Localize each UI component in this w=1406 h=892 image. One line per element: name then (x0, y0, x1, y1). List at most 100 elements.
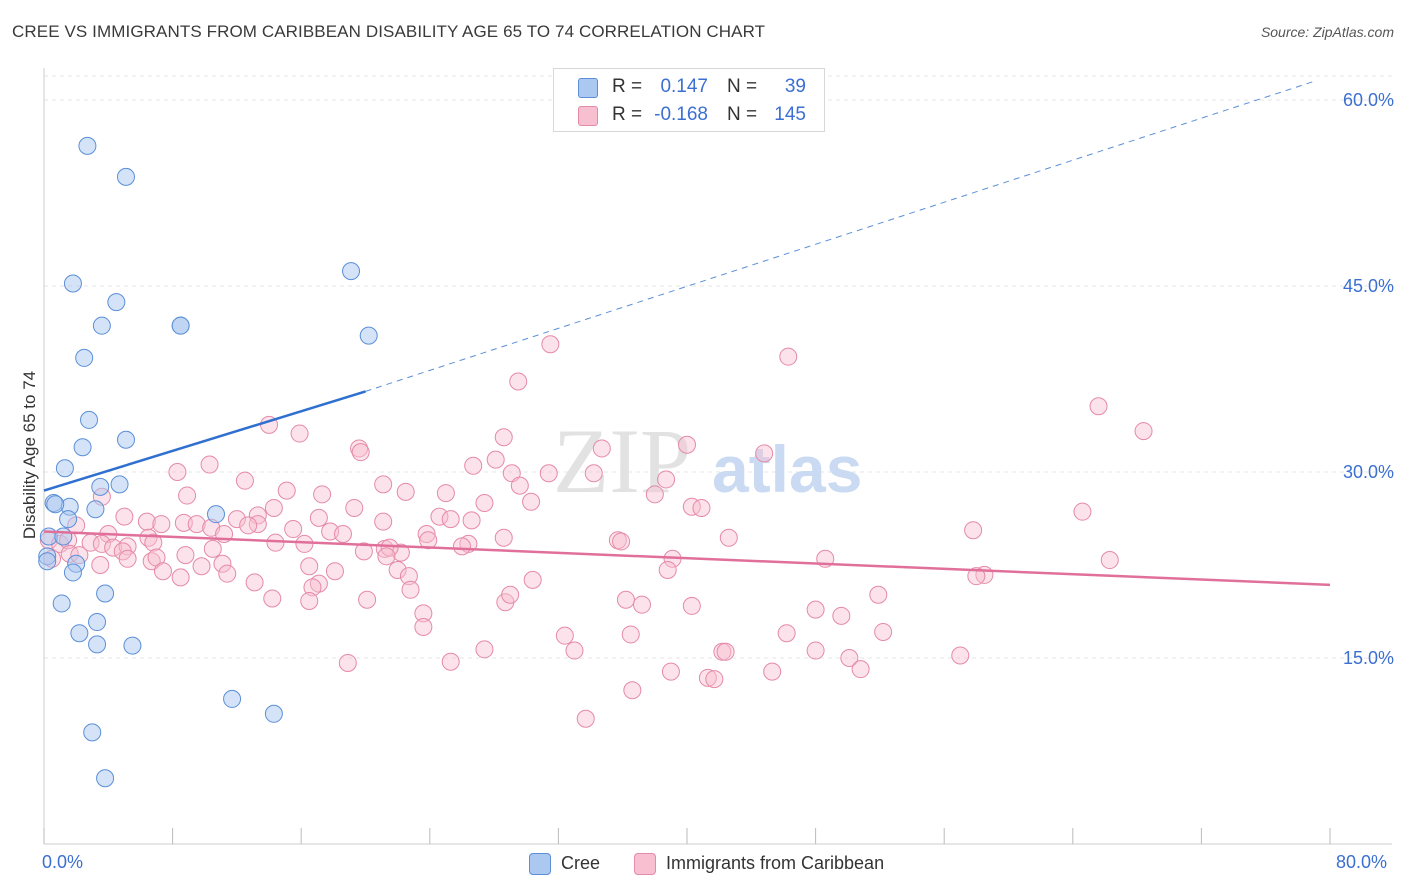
cree-point (342, 262, 361, 281)
caribbean-point (351, 443, 370, 462)
caribbean-point (176, 546, 195, 565)
caribbean-point (414, 618, 433, 636)
cree-point (110, 475, 129, 494)
cree-point (86, 500, 105, 519)
caribbean-point (1134, 422, 1153, 441)
caribbean-point (313, 485, 332, 504)
caribbean-point (657, 470, 676, 489)
cree-point (52, 594, 71, 613)
caribbean-point (951, 646, 970, 665)
caribbean-point (509, 372, 528, 391)
caribbean-point (719, 528, 738, 547)
caribbean-point (705, 670, 724, 689)
cree-point (54, 527, 73, 546)
caribbean-point (388, 560, 407, 579)
caribbean-point (277, 481, 296, 500)
caribbean-point (682, 497, 701, 516)
caribbean-point (235, 471, 254, 490)
cree-point (70, 624, 89, 643)
caribbean-point (399, 567, 418, 586)
caribbean-point (218, 564, 237, 583)
caribbean-point (168, 463, 187, 481)
caribbean-point (698, 668, 717, 687)
cree-trend-extension (365, 80, 1315, 392)
legend-row-caribbean: R = -0.168 N = 145 (554, 101, 824, 129)
caribbean-point (300, 591, 319, 610)
caribbean-point (964, 521, 983, 540)
cree-point (264, 704, 283, 723)
caribbean-point (494, 428, 513, 447)
caribbean-point (539, 464, 558, 483)
legend-label: Immigrants from Caribbean (666, 853, 885, 873)
cree-point (88, 635, 107, 654)
caribbean-point (682, 596, 701, 615)
caribbean-point (374, 512, 393, 531)
caribbean-point (436, 484, 455, 503)
caribbean-point (213, 554, 232, 573)
caribbean-point (510, 476, 529, 495)
watermark-zip: ZIP (553, 410, 691, 512)
legend-row-cree: R = 0.147 N = 39 (554, 73, 824, 101)
caribbean-point (203, 539, 222, 558)
caribbean-point (763, 662, 782, 681)
caribbean-point (104, 538, 123, 557)
legend-label: Cree (561, 853, 601, 873)
caribbean-trend-line (43, 530, 1331, 587)
caribbean-point (632, 595, 651, 614)
caribbean-swatch (634, 853, 656, 875)
cree-point (55, 459, 74, 478)
caribbean-point (501, 585, 520, 604)
caribbean-point (118, 537, 137, 556)
caribbean-swatch (578, 106, 598, 126)
cree-point (107, 293, 126, 312)
caribbean-point (441, 652, 460, 671)
caribbean-point (358, 590, 377, 609)
grid-lines (44, 75, 1392, 659)
caribbean-point (200, 455, 219, 474)
caribbean-point (414, 604, 433, 623)
source-label: Source: ZipAtlas.com (1260, 24, 1394, 40)
cree-point (116, 430, 135, 449)
cree-point (59, 510, 78, 529)
n-value: 39 (784, 76, 806, 97)
caribbean-point (187, 515, 206, 534)
correlation-legend: R = 0.147 N = 39 R = -0.168 N = 145 (553, 68, 825, 132)
caribbean-point (391, 543, 410, 562)
caribbean-point (338, 653, 357, 672)
caribbean-point (565, 641, 584, 660)
cree-point (91, 477, 110, 496)
caribbean-point (152, 515, 171, 534)
caribbean-point (174, 513, 193, 532)
r-label: R = (612, 76, 643, 97)
caribbean-point (832, 606, 851, 625)
caribbean-point (142, 552, 161, 571)
caribbean-point (1089, 397, 1108, 416)
caribbean-point (178, 486, 197, 505)
caribbean-point (806, 600, 825, 619)
cree-point (75, 348, 94, 367)
cree-point (38, 552, 57, 571)
cree-swatch (529, 853, 551, 875)
cree-point (88, 613, 107, 632)
caribbean-point (874, 622, 893, 641)
caribbean-point (430, 507, 449, 526)
caribbean-point (333, 525, 352, 543)
cree-point (96, 584, 115, 603)
r-label: R = (612, 104, 643, 125)
cree-point (63, 563, 82, 582)
caribbean-point (555, 626, 574, 645)
r-value: 0.147 (660, 76, 708, 97)
x-tick-label-min: 0.0% (42, 852, 84, 872)
caribbean-point (716, 642, 735, 661)
caribbean-point (645, 485, 664, 504)
caribbean-point (248, 515, 267, 534)
cree-point (207, 505, 226, 524)
caribbean-point (139, 528, 158, 547)
chart-title: CREE VS IMMIGRANTS FROM CARIBBEAN DISABI… (12, 22, 766, 41)
caribbean-point (417, 525, 436, 543)
caribbean-point (295, 534, 314, 553)
cree-point (223, 689, 242, 708)
caribbean-point (523, 570, 542, 589)
caribbean-point (290, 424, 309, 443)
y-tick-label: 30.0% (1342, 462, 1394, 482)
